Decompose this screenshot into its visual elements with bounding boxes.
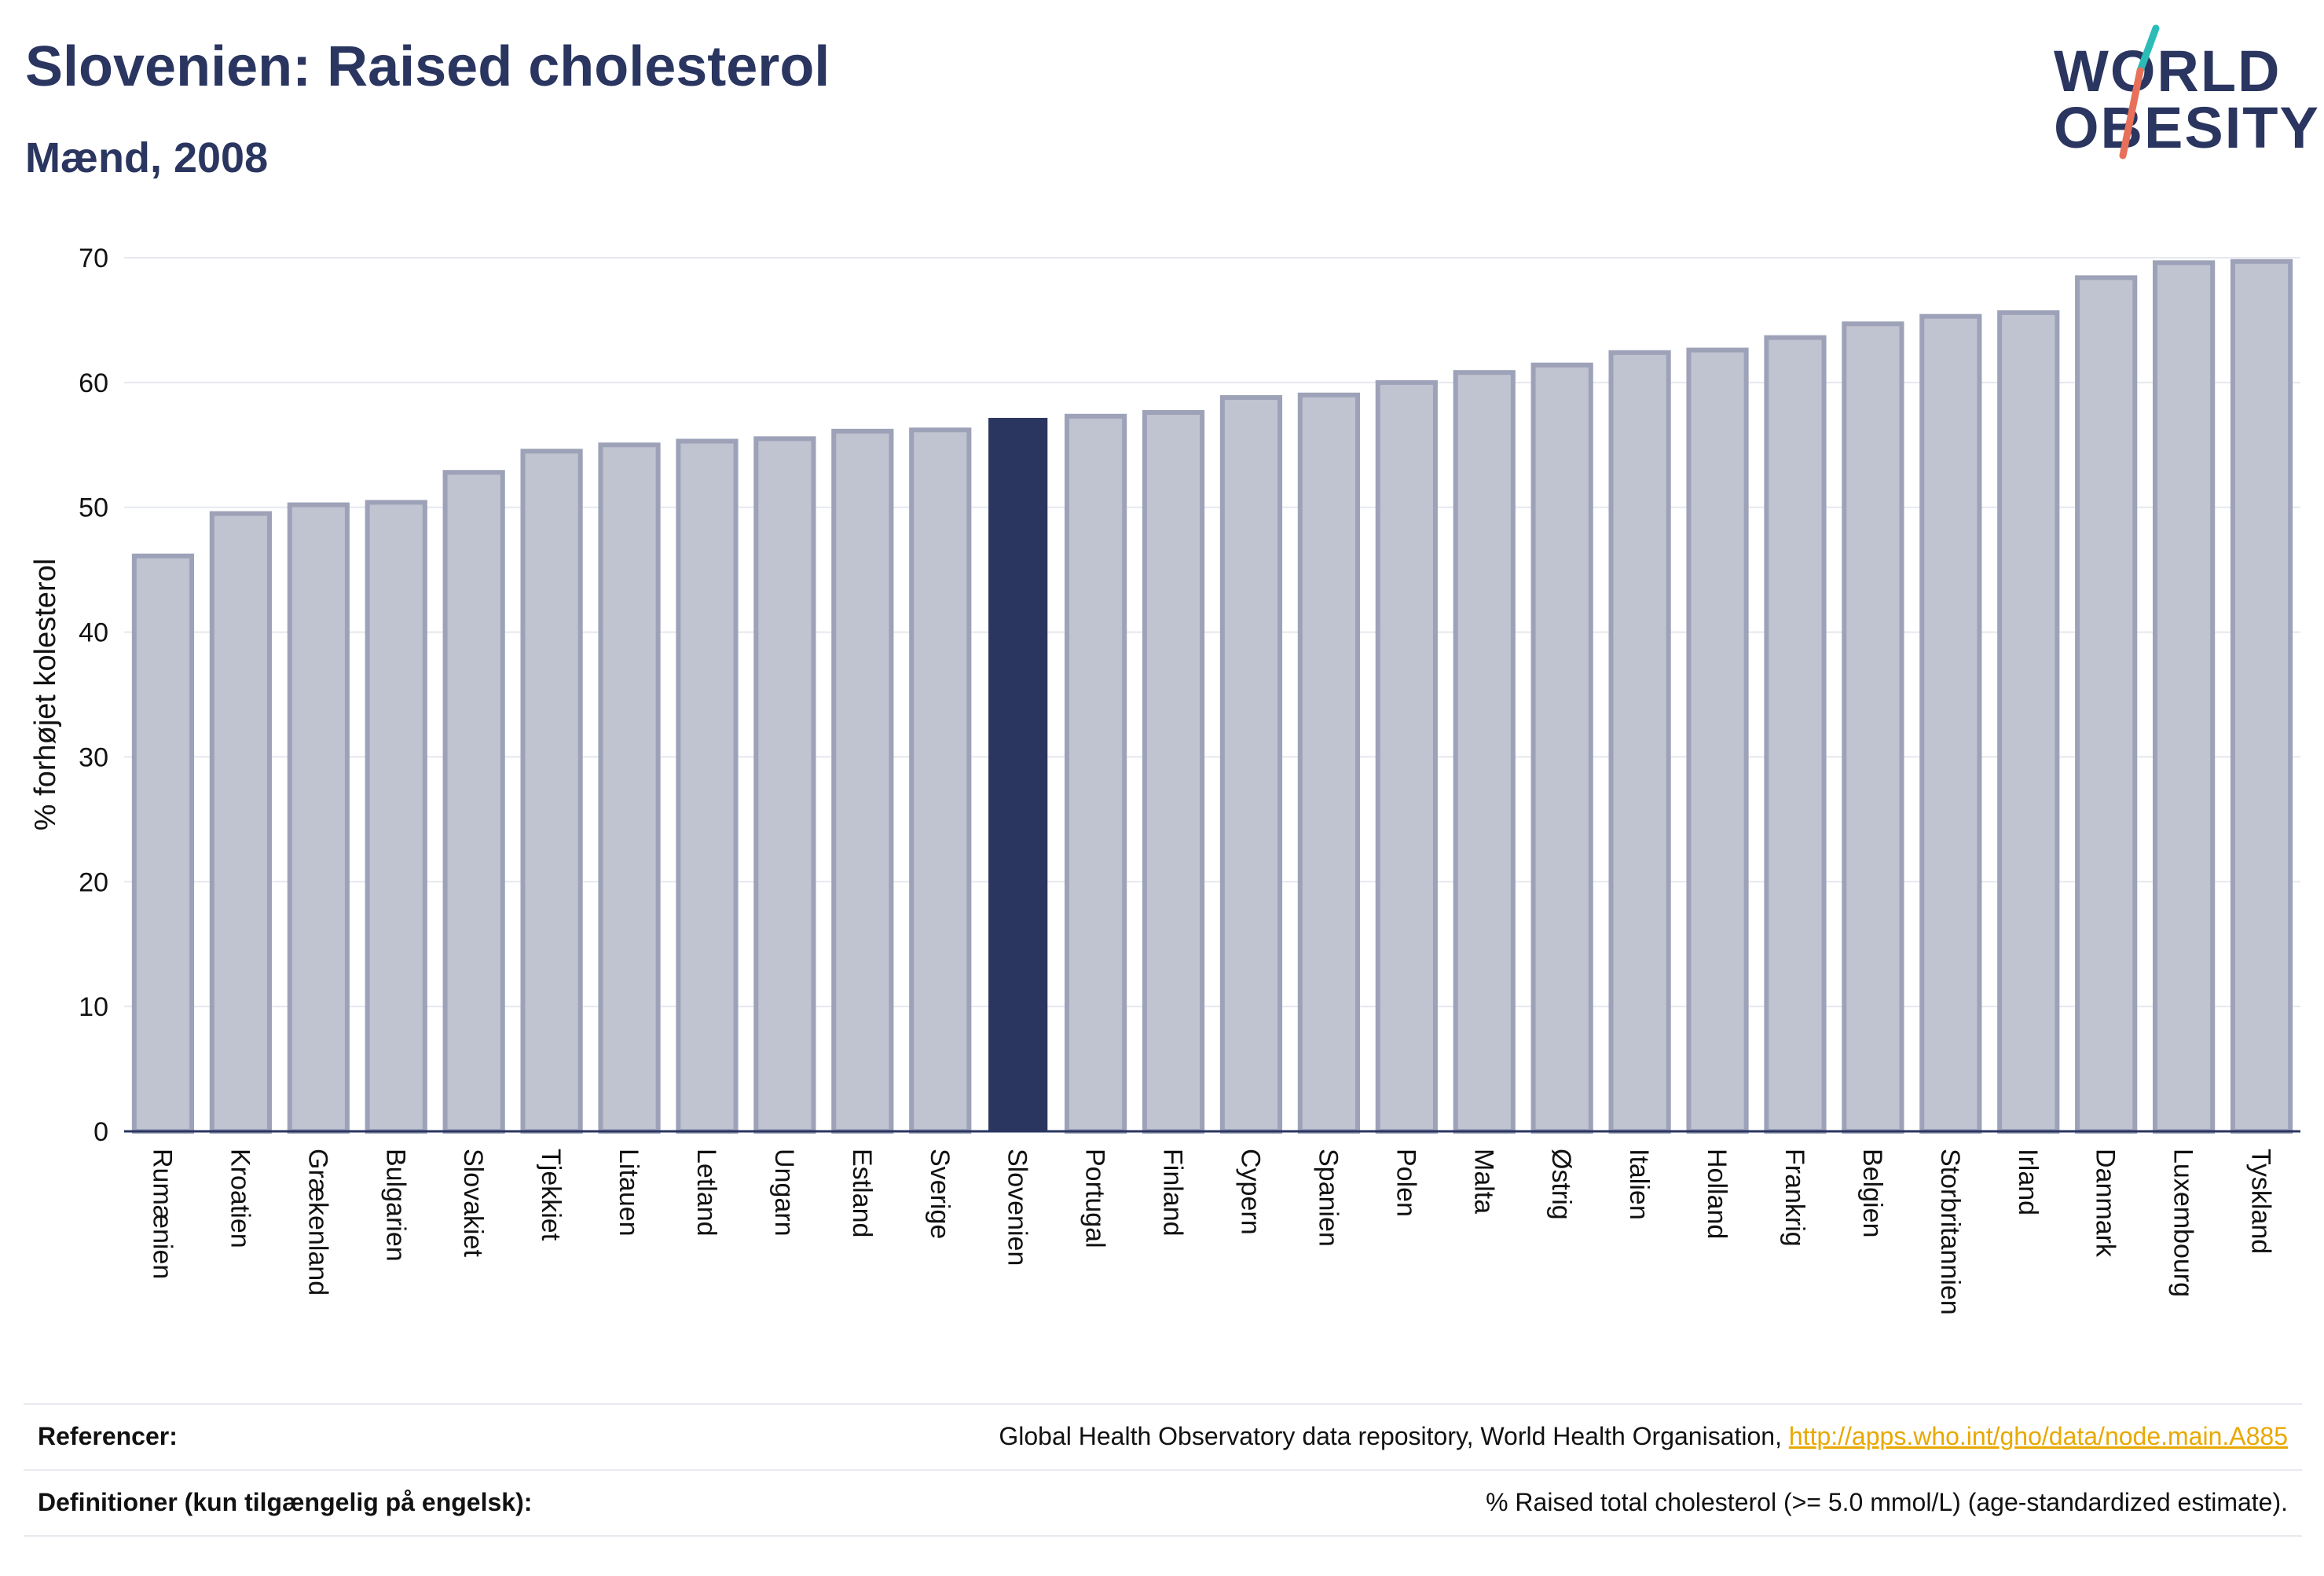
- bar: [1764, 335, 1827, 1134]
- bar: [1065, 413, 1127, 1134]
- bar: [2230, 258, 2293, 1134]
- bar: [131, 553, 195, 1134]
- x-tick-label: Kroatien: [225, 1149, 255, 1248]
- x-tick-label: Tyskland: [2246, 1149, 2276, 1254]
- y-tick-label: 60: [79, 368, 108, 398]
- bar: [753, 436, 816, 1134]
- bar: [909, 427, 972, 1134]
- bar: [1219, 394, 1283, 1134]
- bar: [287, 502, 350, 1134]
- x-tick-label: Malta: [1468, 1149, 1498, 1214]
- bar: [1453, 370, 1516, 1134]
- footer-table: Referencer: Global Health Observatory da…: [24, 1403, 2302, 1537]
- references-value: Global Health Observatory data repositor…: [999, 1422, 2288, 1451]
- definitions-row: Definitioner (kun tilgængelig på engelsk…: [24, 1469, 2302, 1537]
- bar: [598, 442, 661, 1134]
- y-tick-label: 10: [79, 992, 108, 1022]
- definitions-text: % Raised total cholesterol (>= 5.0 mmol/…: [1486, 1488, 2288, 1516]
- bar: [209, 511, 272, 1134]
- bar: [676, 438, 739, 1134]
- logo-text-line1: WORLD: [2054, 38, 2282, 104]
- x-tick-label: Italien: [1624, 1149, 1654, 1220]
- x-tick-label: Storbritannien: [1935, 1149, 1965, 1315]
- references-label: Referencer:: [38, 1422, 178, 1450]
- x-tick-label: Luxembourg: [2168, 1149, 2198, 1297]
- bar: [1686, 347, 1749, 1134]
- bar: [1530, 362, 1593, 1134]
- x-tick-label: Bulgarien: [380, 1149, 410, 1262]
- bar: [1842, 321, 1904, 1134]
- x-tick-label: Rumænien: [147, 1149, 177, 1279]
- x-tick-label: Østrig: [1546, 1149, 1576, 1220]
- bar: [831, 428, 894, 1134]
- x-tick-label: Danmark: [2091, 1149, 2121, 1258]
- bar: [442, 470, 505, 1134]
- logo-slash-icon: [2119, 24, 2160, 159]
- y-tick-label: 40: [79, 618, 108, 648]
- y-tick-label: 70: [79, 244, 108, 273]
- references-link[interactable]: http://apps.who.int/gho/data/node.main.A…: [1788, 1422, 2288, 1450]
- x-tick-label: Tjekkiet: [536, 1149, 566, 1241]
- y-axis-label: % forhøjet kolesterol: [29, 559, 62, 830]
- y-tick-label: 0: [93, 1117, 108, 1147]
- y-tick-label: 50: [79, 493, 108, 523]
- bar: [1608, 350, 1671, 1134]
- bar: [1375, 379, 1438, 1134]
- y-tick-label: 20: [79, 867, 108, 897]
- bar: [988, 417, 1048, 1132]
- x-tick-label: Portugal: [1080, 1149, 1110, 1248]
- x-tick-label: Letland: [691, 1149, 721, 1237]
- x-tick-label: Frankrig: [1780, 1149, 1809, 1247]
- bar: [1297, 392, 1360, 1134]
- world-obesity-logo: WORLD OBESITY: [2043, 22, 2319, 171]
- bar: [365, 500, 427, 1134]
- x-tick-label: Estland: [847, 1149, 877, 1237]
- x-tick-label: Cypern: [1235, 1149, 1265, 1235]
- bar: [1142, 409, 1205, 1134]
- chart-title: Slovenien: Raised cholesterol: [25, 35, 830, 98]
- bar: [2075, 275, 2138, 1134]
- x-tick-label: Slovakiet: [458, 1149, 488, 1258]
- x-tick-label: Polen: [1391, 1149, 1420, 1217]
- x-tick-label: Grækenland: [302, 1149, 332, 1296]
- logo-text-line2: OBESITY: [2054, 95, 2320, 160]
- x-tick-label: Finland: [1158, 1149, 1188, 1237]
- bar: [1997, 310, 2060, 1134]
- references-text: Global Health Observatory data repositor…: [999, 1422, 1782, 1450]
- definitions-label: Definitioner (kun tilgængelig på engelsk…: [38, 1488, 533, 1516]
- bar: [2153, 260, 2216, 1134]
- x-tick-label: Belgien: [1857, 1149, 1887, 1237]
- x-tick-label: Ungarn: [769, 1149, 799, 1237]
- bar: [520, 449, 583, 1134]
- references-row: Referencer: Global Health Observatory da…: [24, 1403, 2302, 1469]
- x-tick-label: Slovenien: [1003, 1149, 1032, 1266]
- x-tick-label: Holland: [1702, 1149, 1732, 1239]
- bar-chart: 0 10 20 30 40 50 60 70 % forhøjet kolesterol Rumæ…: [29, 244, 2300, 1315]
- x-tick-label: Spanien: [1313, 1149, 1343, 1247]
- x-tick-label: Irland: [2013, 1149, 2043, 1215]
- bar: [1919, 313, 1982, 1134]
- y-tick-label: 30: [79, 742, 108, 772]
- x-tick-label: Litauen: [614, 1149, 643, 1237]
- chart-subtitle: Mænd, 2008: [25, 134, 269, 181]
- x-tick-label: Sverige: [925, 1149, 955, 1239]
